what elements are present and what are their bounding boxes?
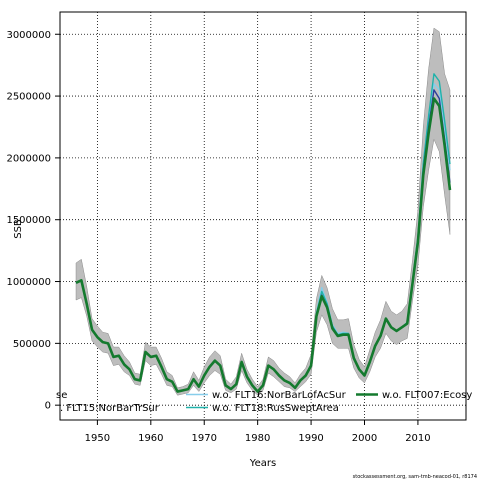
y-axis-ticks: 0 500000 1000000 1500000 2000000 2500000 30000… <box>6 30 60 412</box>
series-lines <box>75 73 452 393</box>
legend: se . FLT15:NorBarTrSur w.o. FLT16:NorBarLo… <box>56 390 472 414</box>
y-tick-label: 1500000 <box>6 215 51 226</box>
legend-label: se <box>56 390 67 401</box>
x-axis-ticks: 1950 1960 1970 1980 1990 2000 2010 <box>85 420 431 444</box>
footer-credit: stockassessment.org, sam-tmb-neacod-01, … <box>353 474 477 480</box>
x-tick-label: 1960 <box>138 433 163 444</box>
x-tick-label: 2010 <box>405 433 430 444</box>
y-tick-label: 2500000 <box>6 92 51 103</box>
y-tick-label: 0 <box>45 401 51 412</box>
y-tick-label: 1000000 <box>6 277 51 288</box>
y-axis-title: SSB <box>13 219 24 239</box>
x-axis-title: Years <box>249 458 276 469</box>
x-tick-label: 1950 <box>85 433 110 444</box>
y-tick-label: 500000 <box>13 339 51 350</box>
legend-label: . FLT15:NorBarTrSur <box>60 403 160 414</box>
legend-label: w.o. FLT007:Ecosy <box>382 390 472 401</box>
x-tick-label: 1980 <box>245 433 270 444</box>
plot-frame <box>59 11 467 421</box>
y-tick-label: 2000000 <box>6 153 51 164</box>
legend-label: w.o. FLT18:RusSweptArea <box>212 403 339 414</box>
se-confidence-band <box>75 27 451 396</box>
legend-label: w.o. FLT16:NorBarLofAcSur <box>212 390 347 401</box>
x-tick-label: 2000 <box>352 433 377 444</box>
series-line-w-o-flt18-russweptarea <box>75 73 451 393</box>
x-tick-label: 1970 <box>192 433 217 444</box>
x-tick-label: 1990 <box>298 433 323 444</box>
series-line-flt15-norbartrsur <box>75 89 451 393</box>
y-tick-label: 3000000 <box>6 30 51 41</box>
series-line-w-o-flt007-ecosy <box>75 97 452 393</box>
series-line-w-o-flt16-norbarlofacsur <box>75 83 451 393</box>
